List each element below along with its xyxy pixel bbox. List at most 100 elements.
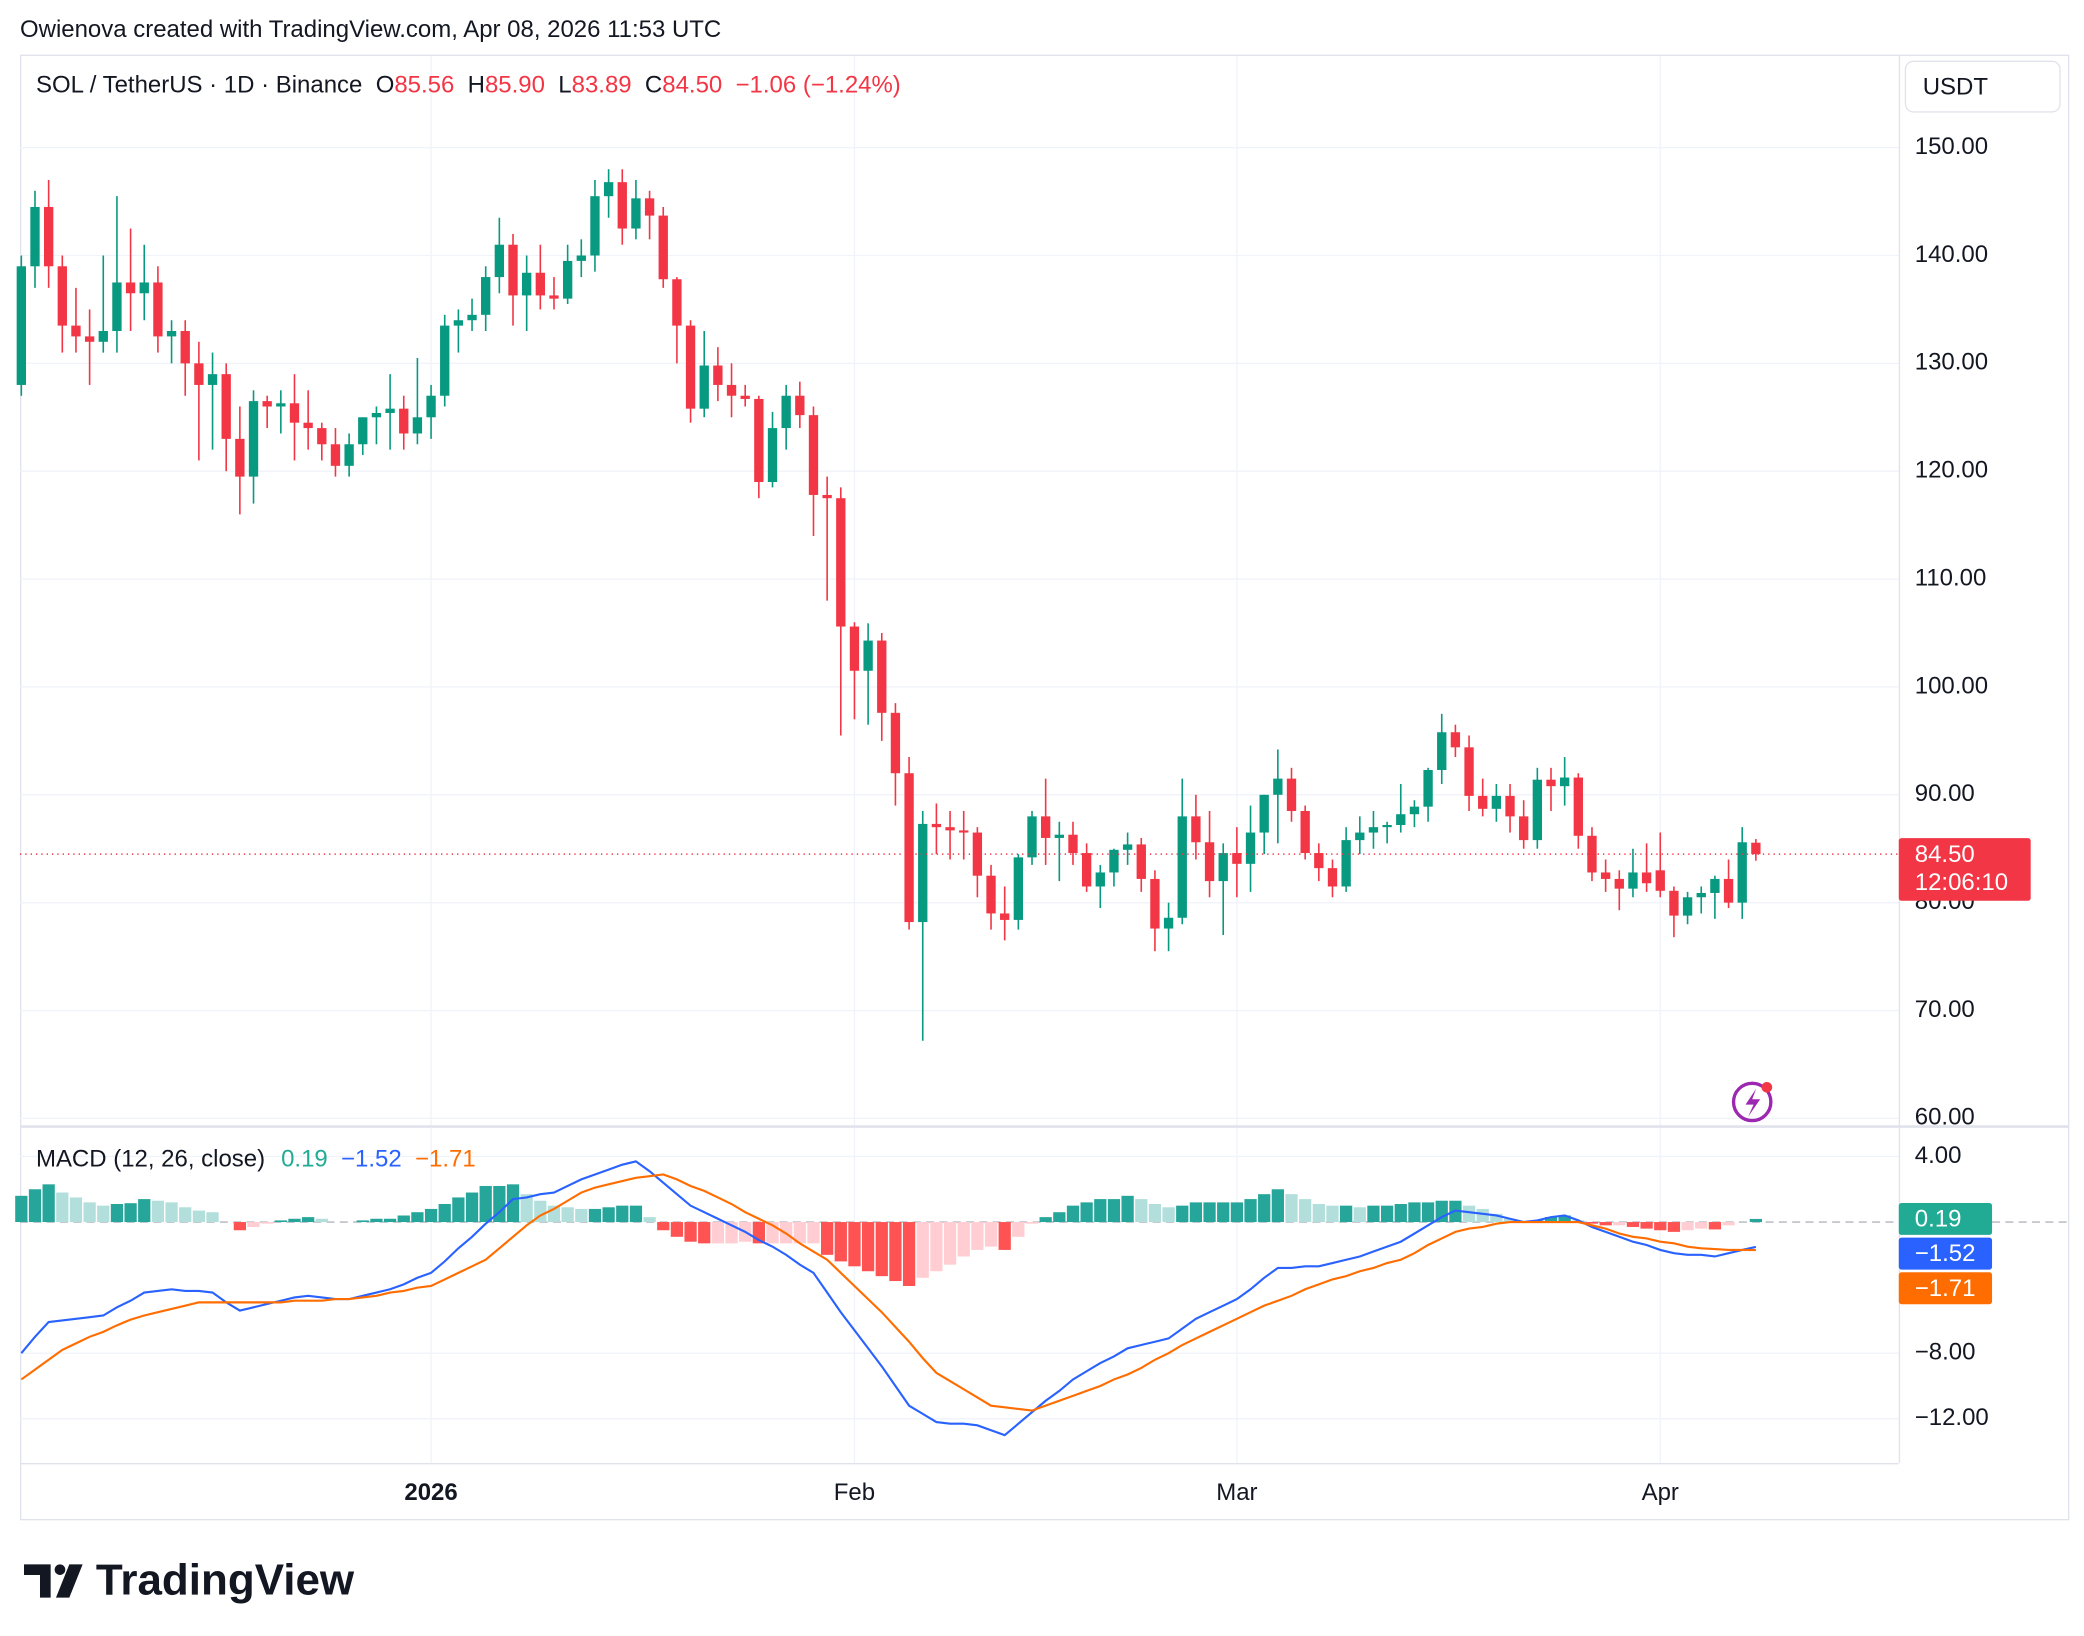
logo-mark[interactable]	[23, 1564, 51, 1598]
price-badge	[1898, 838, 2031, 901]
histogram-bar	[1176, 1205, 1189, 1223]
value-badge-text: −1.71	[1915, 1275, 1976, 1302]
candle-body	[248, 401, 259, 477]
histogram-bar	[943, 1222, 957, 1265]
grid-layer	[19, 55, 1899, 1464]
candle-body	[767, 428, 778, 483]
brand-logo[interactable]: TradingView	[23, 1556, 355, 1605]
chart-frame	[19, 54, 2070, 1521]
histogram-bar	[643, 1217, 656, 1223]
value-badge	[1898, 1237, 1993, 1270]
macd-title: MACD (12, 26, close)	[36, 1146, 265, 1173]
histogram-bar	[206, 1212, 219, 1223]
y-tick-label: 4.00	[1915, 1142, 1962, 1169]
candle-body	[918, 823, 928, 923]
histogram-bar	[1258, 1194, 1271, 1223]
histogram-bar	[957, 1222, 970, 1257]
candle-body	[1355, 832, 1365, 841]
candle-body	[84, 336, 95, 342]
candle-body	[849, 626, 860, 671]
candle-body	[1505, 795, 1515, 817]
macd-legend-value: −1.52	[341, 1146, 402, 1173]
candle-body	[467, 314, 477, 321]
candle-body	[303, 422, 313, 429]
candle-body	[535, 272, 545, 296]
alert-icon[interactable]	[1731, 1081, 1773, 1123]
histogram-bar	[97, 1205, 110, 1223]
candle-body	[822, 494, 832, 499]
histogram-bar	[670, 1222, 684, 1237]
logo-mark[interactable]	[54, 1564, 66, 1575]
histogram-bar	[1203, 1202, 1216, 1223]
candle-body	[1409, 806, 1420, 815]
candle-body	[180, 331, 190, 364]
histogram-bar	[984, 1222, 998, 1247]
candle-body	[1573, 777, 1583, 836]
candle-body	[112, 282, 122, 332]
histogram-bar	[930, 1222, 943, 1272]
ohlc-key: O	[376, 72, 395, 99]
candle-body	[1259, 794, 1269, 833]
histogram-bar	[356, 1220, 369, 1223]
candle-body	[590, 196, 600, 256]
histogram-bar	[138, 1199, 151, 1223]
histogram-bar	[1749, 1218, 1762, 1223]
ohlc-value: 85.56	[394, 72, 454, 99]
histogram-bar	[288, 1218, 301, 1223]
candle-body	[235, 438, 245, 477]
histogram-bar	[1285, 1194, 1298, 1223]
candle-body	[276, 403, 286, 407]
histogram-bar	[711, 1222, 725, 1244]
histogram-bar	[875, 1222, 888, 1277]
histogram-bar	[1121, 1195, 1134, 1223]
histogram-bar	[1066, 1205, 1080, 1223]
candle-body	[1532, 779, 1543, 841]
alert-ring[interactable]	[1731, 1081, 1773, 1123]
histogram-bar	[56, 1192, 69, 1223]
y-tick-label: −8.00	[1915, 1339, 1976, 1366]
candle-body	[1163, 917, 1174, 929]
candle-body	[1723, 878, 1734, 903]
candle-body	[904, 773, 914, 923]
candle-body	[153, 282, 163, 337]
value-badge-text: 0.19	[1915, 1206, 1962, 1233]
candle-body	[1027, 816, 1037, 858]
histogram-bar	[902, 1222, 916, 1286]
candle-body	[1450, 732, 1461, 748]
macd-legend: MACD (12, 26, close) 0.19 −1.52 −1.71	[36, 1146, 476, 1173]
currency-button[interactable]	[1904, 60, 2061, 113]
candle-body	[1464, 747, 1474, 796]
candle-body	[1273, 778, 1283, 795]
histogram-bar	[1189, 1202, 1203, 1223]
y-tick-label: 60.00	[1915, 1104, 1975, 1131]
ohlc-value: 83.89	[572, 72, 632, 99]
alert-bolt[interactable]	[1745, 1088, 1761, 1117]
candle-body	[1751, 842, 1761, 855]
candle-body	[1682, 897, 1693, 916]
x-tick-label: Feb	[834, 1479, 875, 1506]
histogram-bar	[1162, 1207, 1175, 1223]
histogram-bar	[69, 1197, 83, 1223]
candle-body	[1314, 853, 1324, 869]
candle-body	[481, 277, 491, 315]
candle-body	[945, 827, 955, 831]
brand[interactable]: TradingView	[96, 1556, 355, 1605]
macd-line	[20, 1160, 1757, 1437]
histogram-bar	[479, 1185, 492, 1223]
logo-mark[interactable]	[55, 1564, 83, 1598]
currency[interactable]: USDT	[1923, 73, 1989, 100]
alert-dot[interactable]	[1761, 1081, 1773, 1093]
histogram-bar	[861, 1222, 875, 1272]
histogram-bar	[493, 1185, 506, 1223]
candle-body	[30, 206, 40, 267]
histogram-bar	[1271, 1189, 1284, 1223]
candle-body	[440, 325, 450, 396]
candle-body	[1068, 834, 1078, 854]
candle-body	[1218, 853, 1228, 882]
histogram-bar	[1544, 1217, 1558, 1223]
histogram-bar	[1244, 1199, 1257, 1223]
x-tick-label: 2026	[404, 1479, 457, 1506]
candle-body	[1300, 810, 1310, 854]
histogram-bar	[602, 1207, 615, 1223]
